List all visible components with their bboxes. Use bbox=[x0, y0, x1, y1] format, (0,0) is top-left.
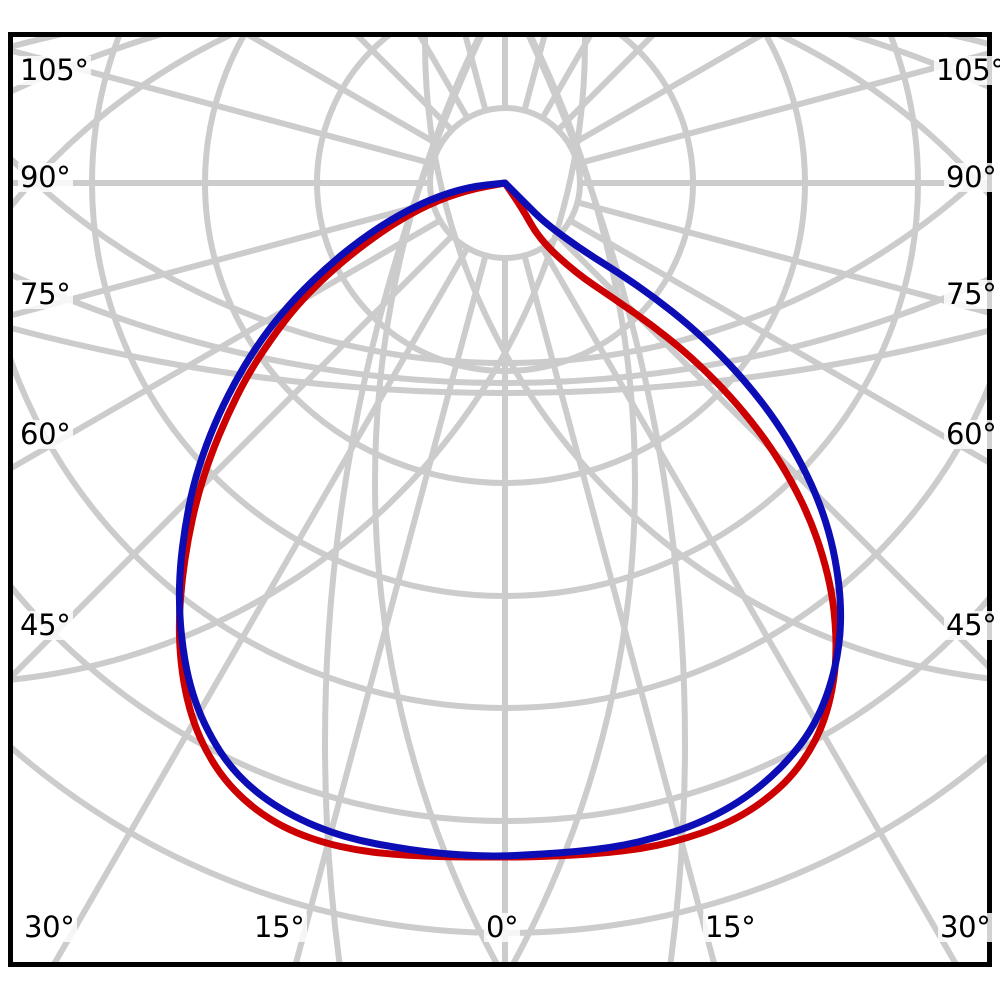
axis-label-bottom-2: 0° bbox=[484, 910, 521, 944]
grid-arc-3 bbox=[13, 37, 987, 209]
grid-oblique-4 bbox=[13, 37, 588, 683]
grid-oblique-3 bbox=[322, 37, 485, 962]
axis-label-right-2: 75° bbox=[944, 277, 999, 311]
grid-spoke-16 bbox=[13, 217, 444, 471]
grid-spoke-15 bbox=[13, 233, 455, 680]
grid-oblique-5 bbox=[422, 37, 987, 682]
grid-arc-0 bbox=[13, 156, 987, 366]
series-curve-C90-C270 bbox=[175, 179, 845, 860]
grid-spoke-13 bbox=[293, 252, 489, 962]
axis-label-left-1: 90° bbox=[18, 160, 73, 194]
grid-oblique-2 bbox=[372, 37, 500, 962]
grid-arc-1 bbox=[13, 271, 987, 386]
axis-label-left-0: 105° bbox=[18, 53, 91, 87]
axis-label-bottom-0: 30° bbox=[22, 910, 77, 944]
polar-grid bbox=[13, 37, 987, 962]
axis-label-left-3: 60° bbox=[18, 417, 73, 451]
chart-frame bbox=[8, 32, 992, 967]
axis-label-right-4: 45° bbox=[944, 608, 999, 642]
grid-oblique-1 bbox=[525, 37, 688, 962]
axis-label-bottom-3: 15° bbox=[703, 910, 758, 944]
axis-label-right-3: 60° bbox=[944, 417, 999, 451]
grid-oblique-0 bbox=[510, 37, 638, 962]
axis-label-bottom-1: 15° bbox=[252, 910, 307, 944]
grid-ring-5 bbox=[13, 584, 987, 824]
grid-arc-4 bbox=[13, 37, 987, 95]
axis-label-bottom-4: 30° bbox=[938, 910, 993, 944]
distribution-curves bbox=[175, 179, 845, 861]
grid-arc-2 bbox=[13, 325, 987, 396]
polar-grid-and-curves bbox=[13, 37, 987, 962]
grid-spoke-11 bbox=[521, 252, 717, 962]
axis-label-right-0: 105° bbox=[934, 56, 1000, 85]
grid-spoke-17 bbox=[13, 199, 436, 318]
grid-spoke-8 bbox=[566, 217, 987, 465]
axis-label-right-1: 90° bbox=[944, 160, 999, 194]
grid-arc-5 bbox=[13, 37, 987, 50]
grid-spoke-19 bbox=[13, 48, 436, 167]
grid-spoke-5 bbox=[574, 50, 987, 167]
grid-spoke-9 bbox=[555, 233, 987, 670]
axis-label-left-2: 75° bbox=[18, 277, 73, 311]
grid-spoke-7 bbox=[574, 199, 987, 316]
axis-label-left-4: 45° bbox=[18, 608, 73, 642]
